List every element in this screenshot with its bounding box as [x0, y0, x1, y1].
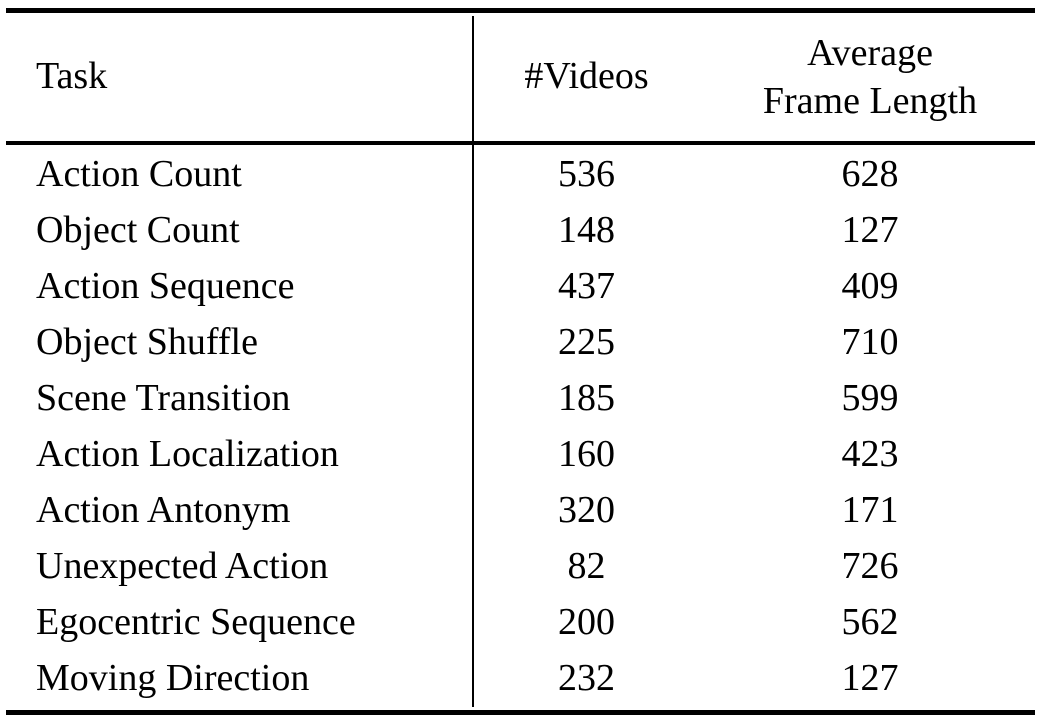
table-row: Action Localization 160 423	[0, 427, 1040, 483]
header-average-line2: Frame Length	[762, 80, 978, 122]
task-name-cell: Action Antonym	[36, 489, 291, 532]
avg-frame-length-cell: 423	[841, 433, 899, 476]
avg-frame-length-cell: 409	[841, 265, 899, 308]
task-name-cell: Object Count	[36, 209, 240, 252]
header-task: Task	[36, 55, 108, 98]
videos-count-cell: 148	[558, 209, 615, 252]
avg-frame-length-cell: 710	[841, 321, 899, 364]
table-row: Egocentric Sequence 200 562	[0, 595, 1040, 651]
avg-frame-length-cell: 127	[841, 209, 899, 252]
table-column-divider	[472, 16, 474, 707]
table-header-row: Task #Videos Average Frame Length	[0, 13, 1040, 141]
avg-frame-length-cell: 599	[841, 377, 899, 420]
table-bottom-rule	[6, 710, 1035, 715]
avg-frame-length-cell: 628	[841, 153, 899, 196]
table-row: Action Sequence 437 409	[0, 259, 1040, 315]
videos-count-cell: 200	[558, 601, 615, 644]
videos-count-cell: 437	[558, 265, 615, 308]
header-videos: #Videos	[524, 55, 649, 98]
header-average-line1: Average	[807, 32, 933, 74]
table-row: Action Count 536 628	[0, 147, 1040, 203]
task-name-cell: Scene Transition	[36, 377, 291, 420]
avg-frame-length-cell: 127	[841, 657, 899, 700]
task-name-cell: Object Shuffle	[36, 321, 258, 364]
table-body: Action Count 536 628 Object Count 148 12…	[0, 147, 1040, 707]
table-row: Action Antonym 320 171	[0, 483, 1040, 539]
task-name-cell: Action Localization	[36, 433, 339, 476]
videos-count-cell: 536	[558, 153, 615, 196]
header-average-frame-length: Average Frame Length	[700, 29, 1040, 125]
videos-count-cell: 185	[558, 377, 615, 420]
task-name-cell: Action Sequence	[36, 265, 295, 308]
task-name-cell: Egocentric Sequence	[36, 601, 356, 644]
table-row: Object Count 148 127	[0, 203, 1040, 259]
table-row: Moving Direction 232 127	[0, 651, 1040, 707]
videos-count-cell: 320	[558, 489, 615, 532]
videos-count-cell: 232	[558, 657, 615, 700]
videos-count-cell: 160	[558, 433, 615, 476]
videos-count-cell: 82	[567, 545, 606, 588]
table-row: Scene Transition 185 599	[0, 371, 1040, 427]
table-row: Unexpected Action 82 726	[0, 539, 1040, 595]
videos-count-cell: 225	[558, 321, 615, 364]
task-name-cell: Action Count	[36, 153, 242, 196]
table-top-rule	[6, 8, 1035, 13]
table-header-rule	[6, 141, 1035, 145]
avg-frame-length-cell: 726	[841, 545, 899, 588]
task-name-cell: Moving Direction	[36, 657, 310, 700]
avg-frame-length-cell: 562	[841, 601, 899, 644]
avg-frame-length-cell: 171	[841, 489, 899, 532]
table-row: Object Shuffle 225 710	[0, 315, 1040, 371]
task-name-cell: Unexpected Action	[36, 545, 329, 588]
